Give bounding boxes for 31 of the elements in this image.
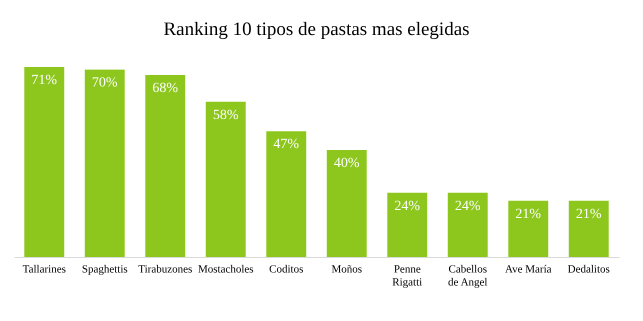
bar <box>568 200 609 257</box>
bar <box>206 102 246 257</box>
chart-title: Ranking 10 tipos de pastas mas elegidas <box>163 19 470 40</box>
data-label: 21% <box>576 206 602 222</box>
data-label: 47% <box>273 137 300 152</box>
x-tick-label: Mostacholes <box>198 264 254 276</box>
bar <box>266 131 306 257</box>
bar <box>448 192 488 257</box>
data-label: 40% <box>334 156 360 171</box>
x-tick-label: Penne Rigatti <box>392 264 422 288</box>
bar <box>387 192 428 257</box>
data-label: 70% <box>92 76 118 91</box>
x-tick-label: Cabellos de Angel <box>448 264 488 288</box>
bar <box>145 75 186 257</box>
x-tick-label: Tirabuzones <box>138 264 192 276</box>
x-tick-label: Dedalitos <box>568 264 610 276</box>
data-label: 58% <box>212 108 239 123</box>
bar <box>84 70 125 257</box>
x-tick-label: Coditos <box>269 264 304 276</box>
data-label: 24% <box>394 198 420 214</box>
bar <box>326 150 367 257</box>
x-tick-label: Moños <box>331 264 362 276</box>
x-tick-label: Ave María <box>504 264 552 276</box>
data-label: 24% <box>454 198 481 214</box>
bar <box>24 67 64 257</box>
data-label: 68% <box>152 81 178 96</box>
bar <box>508 200 548 257</box>
data-label: 21% <box>515 206 542 222</box>
data-label: 71% <box>31 73 58 88</box>
x-tick-label: Spaghettis <box>82 264 128 276</box>
x-tick-label: Tallarines <box>22 264 66 276</box>
